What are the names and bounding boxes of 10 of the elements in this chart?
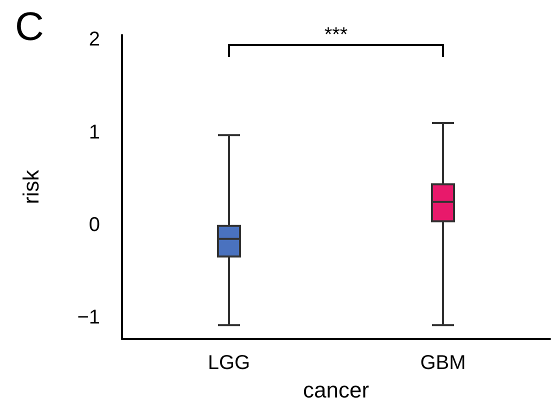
y-tick-label: 0 (88, 214, 100, 236)
annotation: *** (324, 24, 348, 46)
y-axis-title: risk (18, 168, 44, 204)
x-tick-label: LGG (208, 352, 250, 374)
y-tick-label: −1 (77, 306, 100, 329)
x-tick-label: GBM (420, 352, 466, 374)
y-tick-label: 2 (88, 28, 100, 51)
y-tick-label: 1 (88, 121, 100, 144)
chart-title: C (15, 5, 44, 49)
x-axis-title: cancer (302, 378, 370, 402)
